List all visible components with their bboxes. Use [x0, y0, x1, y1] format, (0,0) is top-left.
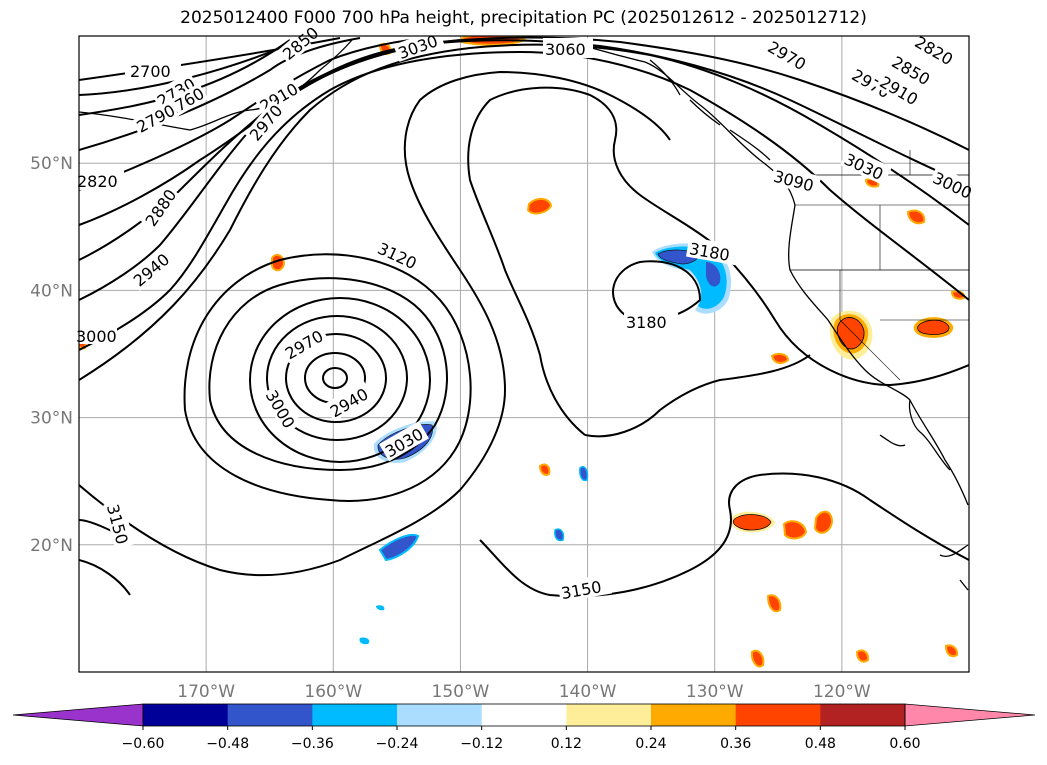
precip-neg-area: [706, 262, 721, 287]
colorbar-tick-label: 0.48: [805, 736, 836, 752]
contour-label: 3060: [543, 38, 593, 59]
map-title: 2025012400 F000 700 hPa height, precipit…: [180, 8, 867, 28]
contour-label: 2700: [125, 60, 181, 81]
svg-text:3060: 3060: [545, 40, 586, 59]
longitude-label: 140°W: [559, 682, 617, 702]
contour-label: 3180: [685, 236, 739, 266]
longitude-labels: 170°W 160°W 150°W 140°W 130°W 120°W: [177, 682, 871, 702]
precip-neg-area: [376, 605, 385, 611]
latitude-label: 50°N: [30, 154, 73, 174]
svg-text:3000: 3000: [76, 327, 117, 346]
colorbar-extend-low: [12, 703, 144, 727]
colorbar-segment: [566, 704, 652, 726]
colorbar-segment: [651, 704, 737, 726]
colorbar-segment: [143, 704, 229, 726]
map-frame: [78, 35, 970, 673]
longitude-label: 150°W: [432, 682, 490, 702]
latitude-label: 40°N: [30, 281, 73, 301]
longitude-label: 130°W: [686, 682, 744, 702]
precip-pos-area: [750, 649, 765, 668]
precip-pos-area: [770, 352, 790, 365]
map-background: [79, 36, 969, 672]
precip-pos-area: [813, 510, 834, 534]
contour-label: 3000: [928, 165, 975, 203]
precip-pos-area: [782, 520, 808, 540]
precip-pos-area: [732, 514, 772, 531]
colorbar-segment: [312, 704, 398, 726]
latitude-label: 20°N: [30, 536, 73, 556]
latitude-label: 30°N: [30, 409, 73, 429]
precip-neg-area: [579, 466, 589, 482]
svg-text:2700: 2700: [130, 62, 171, 81]
colorbar-tick-label: 0.24: [635, 736, 666, 752]
colorbar-segment: [820, 704, 906, 726]
precip-pos-area: [906, 209, 926, 225]
colorbar-segment: [227, 704, 313, 726]
longitude-label: 160°W: [304, 682, 362, 702]
height-contours: [79, 36, 969, 598]
colorbar-segment: [735, 704, 821, 726]
precip-neg-area: [378, 534, 420, 562]
colorbar-tick-label: −0.36: [291, 736, 334, 752]
colorbar-segment: [481, 704, 567, 726]
precip-pos-area: [855, 649, 870, 663]
longitude-label: 120°W: [813, 682, 871, 702]
colorbar-tick-label: −0.24: [376, 736, 419, 752]
svg-text:3180: 3180: [626, 313, 667, 332]
colorbar-tick-label: −0.12: [460, 736, 503, 752]
contour-label: 3180: [624, 311, 678, 332]
colorbar-tick-labels: −0.60 −0.48 −0.36 −0.24 −0.12 0.12 0.24 0.36 0.4…: [122, 726, 921, 752]
precip-pos-area: [944, 644, 959, 658]
colorbar-segment: [397, 704, 483, 726]
svg-text:2820: 2820: [77, 172, 118, 191]
latitude-labels: 20°N 30°N 40°N 50°N: [30, 154, 73, 556]
precip-pos-area: [538, 463, 551, 476]
longitude-label: 170°W: [177, 682, 235, 702]
colorbar-frame: [142, 703, 906, 727]
contour-label: 2820: [76, 170, 124, 191]
colorbar-tick-label: 0.12: [551, 736, 582, 752]
colorbar-tick-label: −0.60: [122, 736, 165, 752]
precip-neg-area: [554, 528, 565, 542]
colorbar-extend-high: [904, 703, 1036, 727]
colorbar-tick-label: −0.48: [206, 736, 249, 752]
precip-pos-area: [526, 198, 553, 215]
contour-label: 3000: [75, 326, 117, 346]
precip-pos-area: [766, 594, 782, 613]
colorbar: [12, 703, 1036, 727]
precip-neg-area: [359, 637, 370, 645]
colorbar-tick-label: 0.60: [889, 736, 920, 752]
colorbar-tick-label: 0.36: [720, 736, 751, 752]
